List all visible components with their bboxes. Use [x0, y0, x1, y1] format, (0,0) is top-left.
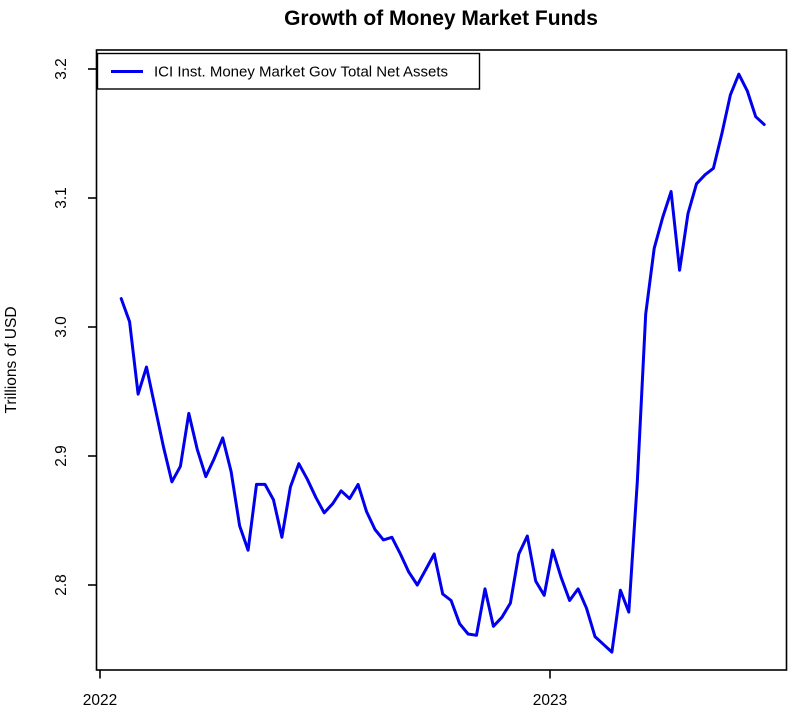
y-tick-label: 2.8: [53, 574, 70, 596]
y-axis: 2.8 2.9 3.0 3.1 3.2: [53, 58, 97, 596]
x-tick-label: 2023: [533, 692, 567, 709]
y-tick-label: 3.0: [53, 316, 70, 338]
chart-title: Growth of Money Market Funds: [284, 7, 598, 30]
y-tick-label: 2.9: [53, 445, 70, 467]
plot-area-border: [95, 49, 788, 671]
legend: ICI Inst. Money Market Gov Total Net Ass…: [96, 52, 481, 90]
y-tick-label: 3.2: [53, 58, 70, 80]
y-axis-label: Trillions of USD: [3, 306, 20, 413]
data-line-ici-gov-mmf: [119, 72, 766, 654]
x-tick-label: 2022: [83, 692, 117, 709]
legend-box: [96, 52, 481, 90]
legend-label: ICI Inst. Money Market Gov Total Net Ass…: [154, 64, 448, 81]
x-axis: 2022 2023: [83, 670, 567, 709]
y-tick-label: 3.1: [53, 187, 70, 209]
